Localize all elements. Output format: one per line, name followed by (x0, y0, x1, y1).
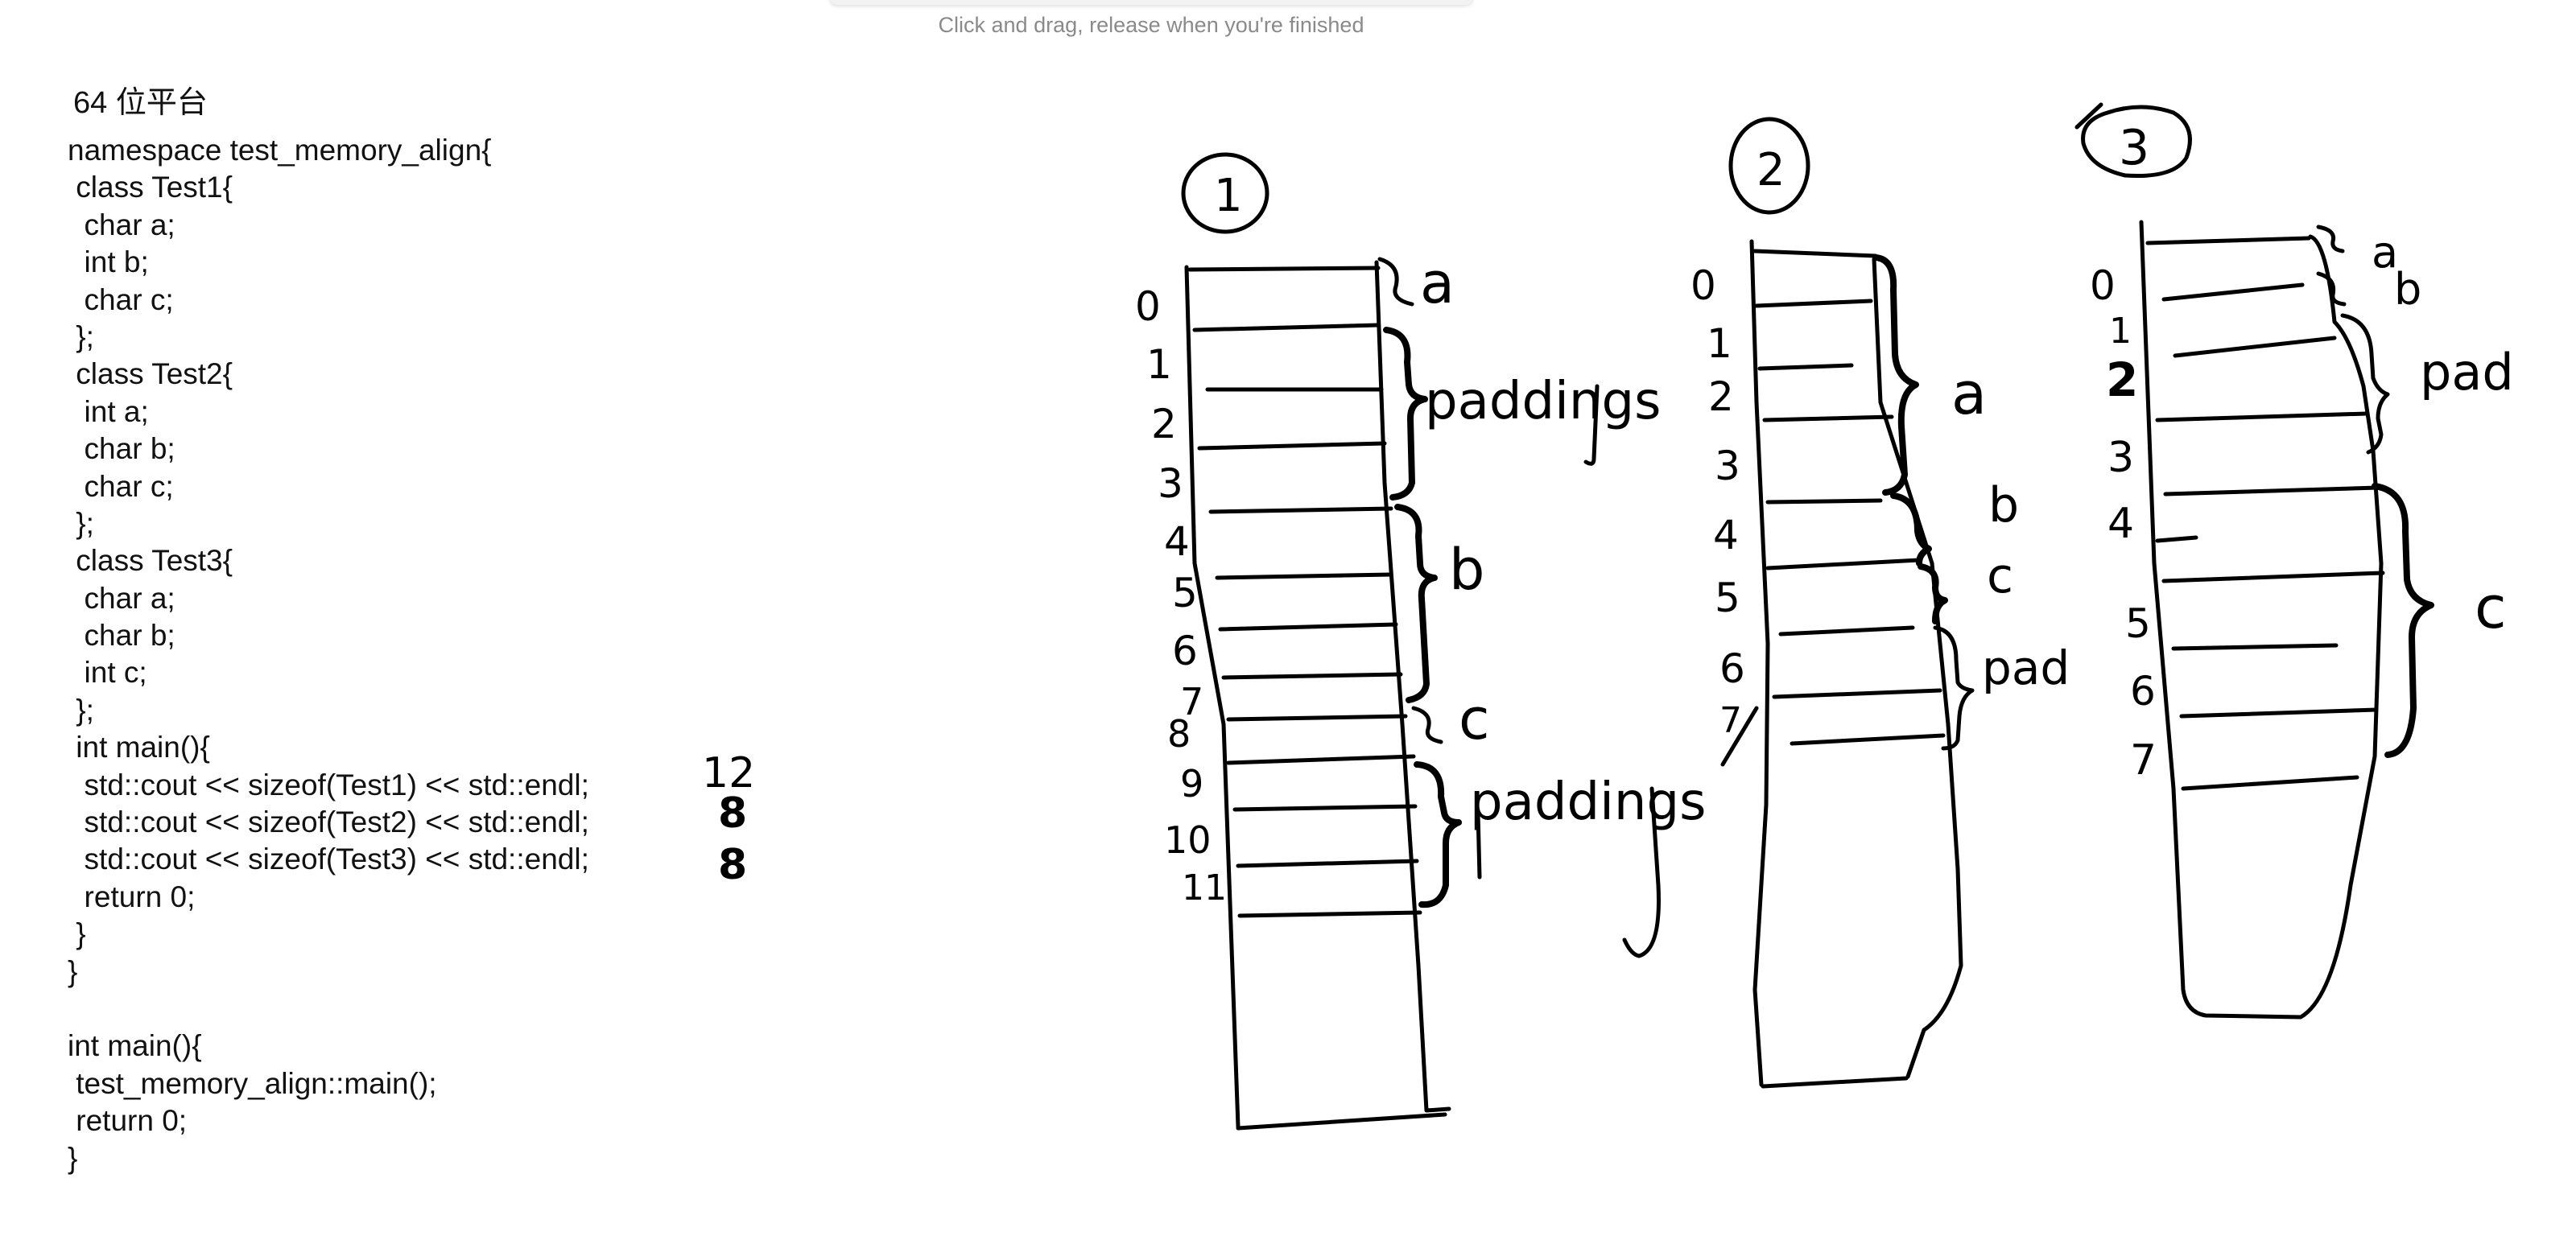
d3-offset-0: 0 (2090, 262, 2116, 309)
code-line: class Test2{ (68, 357, 233, 391)
d1-annotation-paddings-1: paddings (1425, 372, 1661, 431)
d2-offset-4: 4 (1713, 512, 1739, 558)
code-line: std::cout << sizeof(Test2) << std::endl; (68, 805, 589, 839)
diagram-1-label: 1 (1214, 170, 1243, 222)
diagram-3: 3 0 1 2 3 4 5 6 7 a b pad c (2074, 102, 2514, 1020)
d2-annotation-pad: pad (1982, 641, 2070, 695)
code-line: std::cout << sizeof(Test1) << std::endl; (68, 768, 589, 801)
diagram-3-label: 3 (2119, 120, 2149, 176)
code-line: } (68, 954, 78, 988)
d3-offset-4: 4 (2107, 500, 2134, 548)
d2-offset-6: 6 (1719, 645, 1745, 692)
d1-offset-8: 8 (1167, 712, 1191, 756)
code-line: class Test1{ (68, 171, 233, 204)
d3-offset-2: 2 (2106, 352, 2138, 407)
code-line: std::cout << sizeof(Test3) << std::endl; (68, 843, 589, 876)
code-line: } (68, 917, 86, 951)
result-test1: 12 (702, 749, 755, 797)
diagram-2: 2 0 1 2 3 4 5 6 7 a b c pad (1690, 117, 2070, 1089)
code-line: test_memory_align::main(); (68, 1066, 437, 1100)
d3-annotation-c: c (2475, 574, 2507, 641)
code-line: }; (68, 319, 94, 353)
d3-offset-7: 7 (2130, 736, 2157, 785)
code-line: namespace test_memory_align{ (68, 134, 492, 167)
code-line: int b; (68, 245, 149, 279)
code-line: }; (68, 506, 94, 540)
d1-annotation-paddings-2: paddings (1470, 772, 1706, 832)
d2-annotation-c: c (1987, 548, 2013, 604)
d2-offset-1: 1 (1707, 320, 1732, 367)
code-line: int main(){ (68, 731, 210, 764)
d2-annotation-b: b (1988, 477, 2019, 534)
code-line: } (68, 1141, 78, 1175)
code-line: }; (68, 693, 94, 727)
d3-offset-3: 3 (2107, 434, 2134, 482)
d1-offset-0: 0 (1135, 283, 1161, 330)
page-title: 64 位平台 (73, 86, 208, 120)
code-line: char c; (68, 282, 174, 316)
d2-annotation-a: a (1951, 360, 1987, 427)
code-line: char c; (68, 469, 174, 503)
code-line (68, 991, 589, 1028)
d1-offset-9: 9 (1180, 762, 1203, 805)
d2-offset-2: 2 (1708, 373, 1734, 420)
d2-offset-3: 3 (1715, 443, 1740, 489)
code-line: int a; (68, 394, 149, 428)
code-line: char a; (68, 208, 175, 241)
d1-offset-5: 5 (1172, 570, 1198, 616)
d1-annotation-c: c (1459, 686, 1490, 752)
top-drawer-handle[interactable] (829, 0, 1473, 5)
result-test3: 8 (718, 841, 747, 889)
code-block: namespace test_memory_align{ class Test1… (68, 132, 589, 1177)
code-line: char a; (68, 581, 175, 615)
d1-offset-4: 4 (1164, 518, 1190, 565)
d1-offset-10: 10 (1164, 818, 1212, 862)
code-line: char b; (68, 619, 175, 653)
code-line: return 0; (68, 1104, 188, 1138)
d1-offset-7: 7 (1180, 680, 1203, 723)
d1-offset-3: 3 (1158, 460, 1183, 507)
d3-offset-1: 1 (2109, 311, 2132, 352)
code-line: int main(){ (68, 1029, 202, 1063)
code-line: int c; (68, 656, 147, 690)
diagram-2-label: 2 (1757, 144, 1785, 196)
d3-annotation-a: a (2372, 227, 2398, 278)
d1-annotation-b: b (1449, 537, 1484, 603)
drag-hint: Click and drag, release when you're fini… (938, 13, 1364, 37)
result-test2: 8 (718, 789, 747, 838)
d1-offset-2: 2 (1151, 401, 1177, 447)
d3-annotation-b: b (2394, 264, 2421, 315)
diagram-1: 1 0 1 2 3 4 5 6 7 8 9 10 11 (1135, 152, 1706, 1131)
d3-annotation-pad: pad (2420, 343, 2514, 402)
d2-offset-5: 5 (1715, 575, 1740, 621)
d3-offset-6: 6 (2130, 668, 2156, 715)
d1-annotation-a: a (1420, 250, 1455, 316)
d2-offset-0: 0 (1690, 262, 1716, 309)
d2-offset-7: 7 (1719, 700, 1742, 741)
d1-offset-1: 1 (1146, 341, 1172, 388)
d1-offset-6: 6 (1172, 628, 1198, 674)
d3-offset-5: 5 (2125, 600, 2151, 647)
code-line: return 0; (68, 880, 196, 913)
code-line: char b; (68, 432, 175, 466)
code-line: class Test3{ (68, 544, 233, 578)
d1-offset-11: 11 (1182, 867, 1227, 908)
